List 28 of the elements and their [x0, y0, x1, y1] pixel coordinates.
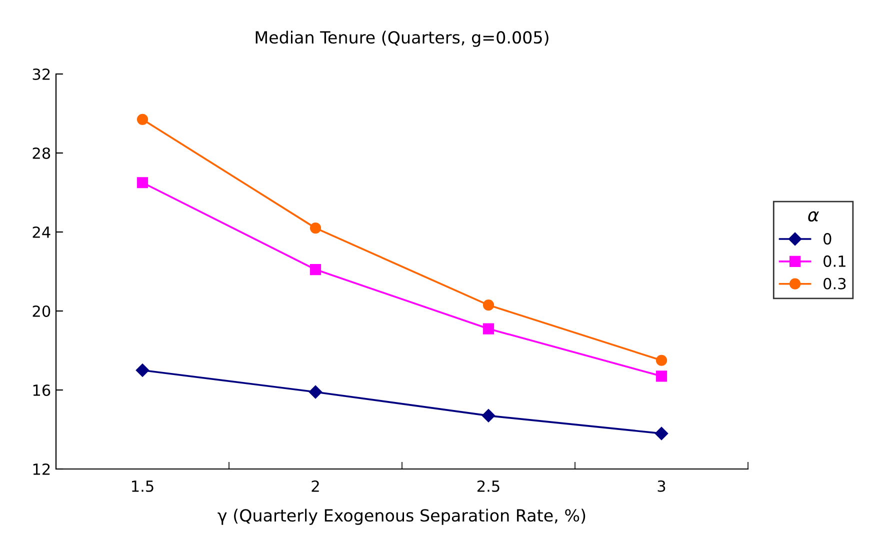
y-tick-label: 16 — [33, 384, 50, 396]
legend-title: α — [808, 211, 819, 222]
point — [656, 370, 668, 382]
chart-title: Median Tenure (Quarters, g=0.005) — [256, 30, 548, 47]
x-tick-label: 2.5 — [477, 480, 500, 492]
point — [654, 426, 668, 440]
legend-label: 0 — [824, 233, 832, 245]
point — [136, 177, 148, 188]
point — [136, 364, 150, 377]
point — [656, 354, 668, 366]
x-tick-label: 2 — [312, 480, 319, 492]
point — [136, 114, 148, 125]
point — [310, 264, 322, 276]
y-tick-label: 12 — [33, 463, 50, 475]
x-tick-label: 1.5 — [132, 480, 154, 492]
y-tick-label: 32 — [32, 68, 50, 80]
point — [482, 300, 494, 311]
legend-label: 0.3 — [824, 278, 846, 290]
y-tick-label: 24 — [32, 226, 50, 238]
y-tick-label: 20 — [32, 305, 50, 318]
point — [310, 222, 322, 234]
y-tick-label: 28 — [32, 147, 50, 160]
point — [482, 323, 494, 334]
point — [308, 385, 322, 399]
legend-label: 0.1 — [824, 255, 846, 267]
x-axis-title: γ (Quarterly Exogenous Separation Rate, %) — [218, 508, 586, 525]
point — [482, 409, 496, 422]
x-tick-label: 3 — [658, 480, 666, 492]
